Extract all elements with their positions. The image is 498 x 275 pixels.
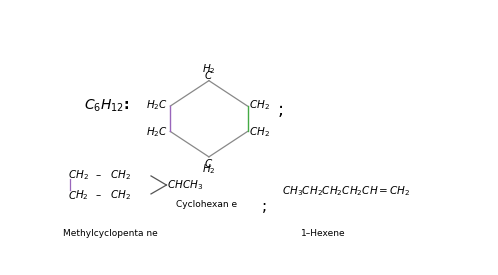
Text: –: – <box>95 190 100 200</box>
Text: –: – <box>95 170 100 180</box>
Text: $\mathit{C}_6\mathit{H}_{12}$:: $\mathit{C}_6\mathit{H}_{12}$: <box>84 98 129 114</box>
Text: $H_2$: $H_2$ <box>202 162 216 176</box>
Text: ;: ; <box>262 199 267 214</box>
Text: $CH_2$: $CH_2$ <box>249 126 270 139</box>
Text: $CH_2$: $CH_2$ <box>249 98 270 112</box>
Text: ;: ; <box>277 101 283 119</box>
Text: $C$: $C$ <box>68 189 77 201</box>
Text: $CHCH_3$: $CHCH_3$ <box>167 178 203 192</box>
Text: $C$: $C$ <box>204 69 214 81</box>
Text: $CH_2$: $CH_2$ <box>111 168 131 182</box>
Text: Methylcyclopenta ne: Methylcyclopenta ne <box>63 229 158 238</box>
Text: $CH_2$: $CH_2$ <box>68 168 89 182</box>
Text: $H_2C$: $H_2C$ <box>146 126 168 139</box>
Text: 1–Hexene: 1–Hexene <box>300 229 345 238</box>
Text: $H_2$: $H_2$ <box>202 62 216 76</box>
Text: $CH_3CH_2CH_2CH_2CH = CH_2$: $CH_3CH_2CH_2CH_2CH = CH_2$ <box>282 184 411 198</box>
Text: Cyclohexan e: Cyclohexan e <box>176 200 238 209</box>
Text: $C$: $C$ <box>204 157 214 169</box>
Text: $H_2$: $H_2$ <box>75 188 89 202</box>
Text: $H_2C$: $H_2C$ <box>146 98 168 112</box>
Text: $CH_2$: $CH_2$ <box>111 188 131 202</box>
